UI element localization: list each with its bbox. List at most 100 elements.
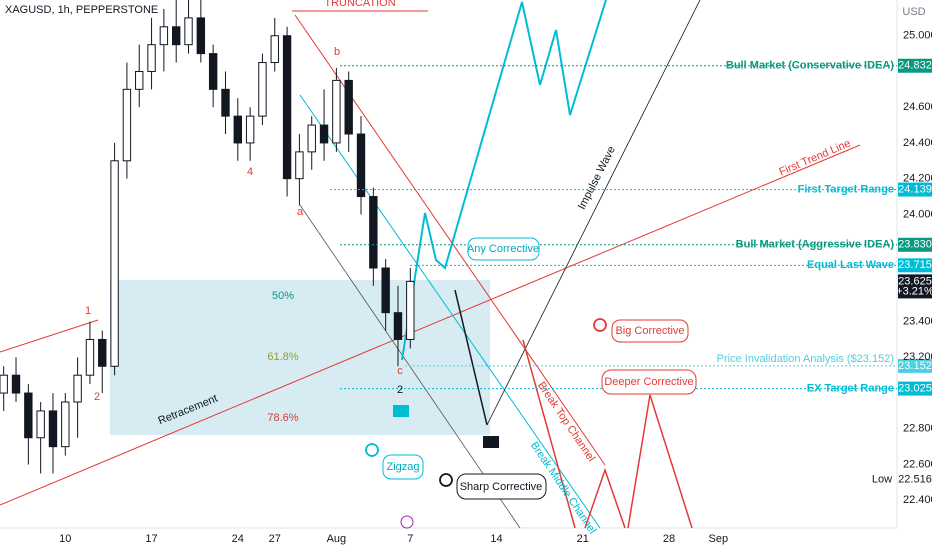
y-tick-label: 22.800: [903, 423, 932, 435]
x-tick-label: 24: [232, 533, 244, 545]
level-label: Bull Market (Conservative IDEA): [726, 60, 894, 72]
wave-label: c: [397, 365, 403, 377]
y-tick-label: 23.400: [903, 316, 932, 328]
x-tick-label: 17: [145, 533, 157, 545]
candle-body: [11, 374, 21, 394]
candle-body: [36, 410, 45, 439]
candle-body: [135, 70, 144, 90]
x-tick-label: 7: [407, 533, 413, 545]
callout-box: [382, 454, 424, 480]
wave-label: a: [297, 206, 304, 218]
y-tick-label: 25.000: [903, 30, 932, 42]
candle-body: [344, 79, 353, 135]
x-tick-label: Aug: [327, 533, 347, 545]
currency: USD: [902, 6, 925, 18]
impulse-wave-line: [486, 0, 701, 426]
flag-icon: [483, 436, 499, 448]
candle-body: [85, 338, 95, 376]
bulb-icon: [593, 318, 607, 332]
y-tick-label: 24.600: [903, 101, 932, 113]
levels: Bull Market (Conservative IDEA) 24.832 Fir…: [330, 58, 932, 485]
callout-text: Sharp Corrective: [460, 481, 543, 493]
price-tag: [898, 237, 932, 252]
price-tag-label: 24.832: [898, 60, 932, 72]
y-tick-label: 23.200: [903, 351, 932, 363]
price-tag: [898, 182, 932, 197]
fib-label: 78.6%: [267, 412, 298, 424]
callout-box: [456, 473, 547, 500]
flag-icon: [393, 405, 409, 417]
fib-label: 61.8%: [267, 351, 298, 363]
price-tag-label: 23.152: [898, 360, 932, 372]
truncation-label: TRUNCATION: [324, 0, 395, 9]
retracement-zone: [110, 280, 490, 435]
callout-box: [467, 237, 540, 261]
bulb-icon: [365, 443, 379, 457]
x-tick-label: 10: [59, 533, 71, 545]
fib-label: 50%: [272, 290, 294, 302]
candle-body: [147, 44, 156, 72]
level-label: EX Target Range: [807, 383, 894, 395]
candle-body: [196, 17, 206, 55]
channel-line: [0, 319, 99, 353]
price-tag-label: 23.715: [898, 259, 932, 271]
wave-label: b: [334, 46, 340, 58]
candle-body: [110, 160, 119, 367]
candle-body: [208, 53, 218, 90]
candle-body: [258, 62, 267, 117]
candle-body: [319, 124, 329, 144]
candle-body: [73, 374, 82, 403]
candle-body: [245, 115, 255, 144]
event-icon: [400, 515, 414, 529]
price-tag-label: 24.139: [898, 183, 932, 195]
middle-channel-line: [299, 94, 601, 529]
candle-body: [122, 88, 132, 162]
candles: [0, 0, 415, 474]
callout-text: Any Corrective: [467, 243, 539, 255]
candle-body: [172, 26, 181, 46]
candle-body: [332, 79, 341, 144]
callout-text: Zigzag: [386, 461, 419, 473]
price-tag: [898, 381, 932, 396]
candle-body: [184, 17, 193, 46]
y-tick-label: 22.600: [903, 458, 932, 470]
bulb-icons: [365, 318, 607, 487]
wave-label: 2: [94, 391, 100, 403]
candle-body: [393, 312, 403, 340]
bulb-icon: [439, 473, 453, 487]
candle-body: [159, 26, 169, 46]
wave-label: 4: [247, 166, 253, 178]
x-tick-label: 27: [269, 533, 281, 545]
deeper-projection: [627, 394, 693, 529]
last-price-change: +3.21%: [896, 285, 932, 297]
candle-body: [356, 133, 366, 198]
first-trend-line: [0, 144, 861, 506]
candle-body: [406, 280, 415, 340]
level-label: Price Invalidation Analysis ($23.152): [717, 353, 894, 365]
x-tick-label: Sep: [709, 533, 729, 545]
candle-body: [61, 401, 70, 448]
last-price-tag: [898, 274, 932, 299]
deeper-projection: [522, 339, 576, 529]
y-tick-label: 24.200: [903, 173, 932, 185]
last-price-label: 23.625: [898, 275, 932, 287]
callout-text: Deeper Corrective: [604, 376, 693, 388]
sharp-projection: [454, 289, 488, 426]
low-label: 22.516: [898, 473, 932, 485]
candle-body: [233, 115, 243, 144]
candle-body: [0, 374, 8, 394]
candle-body: [48, 410, 58, 448]
price-tag-label: 23.830: [898, 239, 932, 251]
chart-title: XAGUSD, 1h, PEPPERSTONE: [5, 4, 158, 16]
candle-body: [24, 392, 33, 439]
bull-projection: [401, 0, 607, 361]
candle-body: [270, 35, 279, 64]
candle-body: [98, 338, 107, 367]
candle-body: [221, 88, 230, 117]
candle-body: [369, 196, 378, 269]
wave-label: 1: [85, 305, 91, 317]
price-tag: [898, 358, 932, 373]
level-label: First Target Range: [798, 183, 894, 195]
